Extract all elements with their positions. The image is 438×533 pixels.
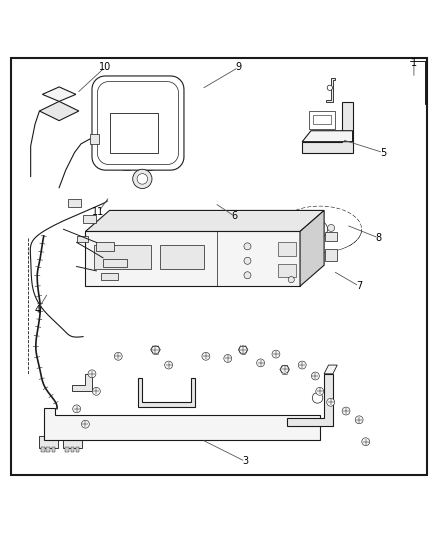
Bar bbox=[65, 447, 69, 452]
Polygon shape bbox=[72, 374, 92, 391]
Circle shape bbox=[316, 387, 324, 395]
Polygon shape bbox=[42, 87, 76, 101]
Bar bbox=[101, 273, 118, 280]
Bar bbox=[278, 243, 296, 255]
Bar bbox=[90, 134, 99, 144]
Text: 4: 4 bbox=[34, 305, 40, 316]
Ellipse shape bbox=[162, 128, 170, 134]
Circle shape bbox=[244, 243, 251, 250]
Polygon shape bbox=[98, 82, 178, 165]
Ellipse shape bbox=[162, 162, 170, 168]
Ellipse shape bbox=[141, 161, 157, 171]
Circle shape bbox=[257, 359, 265, 367]
Bar bbox=[325, 232, 337, 241]
Circle shape bbox=[152, 346, 159, 354]
Polygon shape bbox=[326, 78, 335, 102]
Circle shape bbox=[272, 350, 280, 358]
Circle shape bbox=[327, 398, 335, 406]
Circle shape bbox=[137, 174, 148, 184]
Polygon shape bbox=[92, 76, 184, 170]
Text: 5: 5 bbox=[380, 148, 386, 158]
Ellipse shape bbox=[162, 151, 170, 157]
Polygon shape bbox=[85, 211, 324, 231]
Circle shape bbox=[355, 416, 363, 424]
Bar bbox=[63, 436, 82, 448]
Circle shape bbox=[81, 420, 89, 428]
Polygon shape bbox=[278, 206, 361, 252]
Circle shape bbox=[298, 361, 306, 369]
Circle shape bbox=[327, 85, 332, 91]
Bar bbox=[85, 231, 300, 286]
Polygon shape bbox=[313, 115, 331, 124]
Polygon shape bbox=[39, 101, 79, 120]
Circle shape bbox=[342, 407, 350, 415]
Circle shape bbox=[281, 366, 289, 374]
Bar bbox=[160, 245, 204, 269]
Bar bbox=[94, 245, 151, 269]
Text: 6: 6 bbox=[231, 211, 237, 221]
Bar bbox=[110, 113, 158, 152]
Bar bbox=[71, 447, 74, 452]
Circle shape bbox=[328, 224, 335, 231]
Circle shape bbox=[288, 277, 294, 282]
Text: 7: 7 bbox=[356, 281, 362, 291]
Bar bbox=[39, 436, 58, 448]
Bar bbox=[52, 447, 55, 452]
Bar bbox=[77, 236, 88, 243]
Circle shape bbox=[165, 361, 173, 369]
Polygon shape bbox=[300, 211, 324, 286]
Circle shape bbox=[224, 354, 232, 362]
Polygon shape bbox=[302, 102, 353, 152]
Circle shape bbox=[73, 405, 81, 413]
Circle shape bbox=[244, 257, 251, 264]
Text: 8: 8 bbox=[376, 233, 382, 243]
Circle shape bbox=[88, 370, 96, 378]
Polygon shape bbox=[138, 378, 195, 407]
Polygon shape bbox=[287, 374, 333, 426]
Polygon shape bbox=[44, 408, 320, 440]
Text: 3: 3 bbox=[242, 456, 248, 466]
Text: 9: 9 bbox=[236, 62, 242, 72]
Ellipse shape bbox=[162, 117, 170, 123]
Circle shape bbox=[311, 372, 319, 380]
Polygon shape bbox=[324, 365, 337, 374]
Text: 11: 11 bbox=[92, 207, 105, 217]
Bar bbox=[103, 259, 127, 266]
Bar bbox=[83, 215, 96, 223]
Bar bbox=[96, 243, 114, 251]
Text: 10: 10 bbox=[99, 62, 111, 72]
Circle shape bbox=[92, 387, 100, 395]
Text: 1: 1 bbox=[411, 58, 417, 68]
Polygon shape bbox=[302, 131, 353, 142]
Circle shape bbox=[114, 352, 122, 360]
Circle shape bbox=[362, 438, 370, 446]
Polygon shape bbox=[309, 111, 335, 128]
Bar bbox=[76, 447, 79, 452]
Bar bbox=[46, 447, 50, 452]
Bar bbox=[68, 199, 81, 207]
Bar bbox=[325, 248, 337, 261]
Circle shape bbox=[239, 346, 247, 354]
Circle shape bbox=[312, 393, 323, 403]
Ellipse shape bbox=[162, 140, 170, 146]
Circle shape bbox=[312, 221, 328, 237]
Bar bbox=[278, 264, 296, 278]
Bar bbox=[41, 447, 45, 452]
Circle shape bbox=[202, 352, 210, 360]
Ellipse shape bbox=[119, 161, 135, 171]
Circle shape bbox=[133, 169, 152, 189]
Circle shape bbox=[244, 272, 251, 279]
